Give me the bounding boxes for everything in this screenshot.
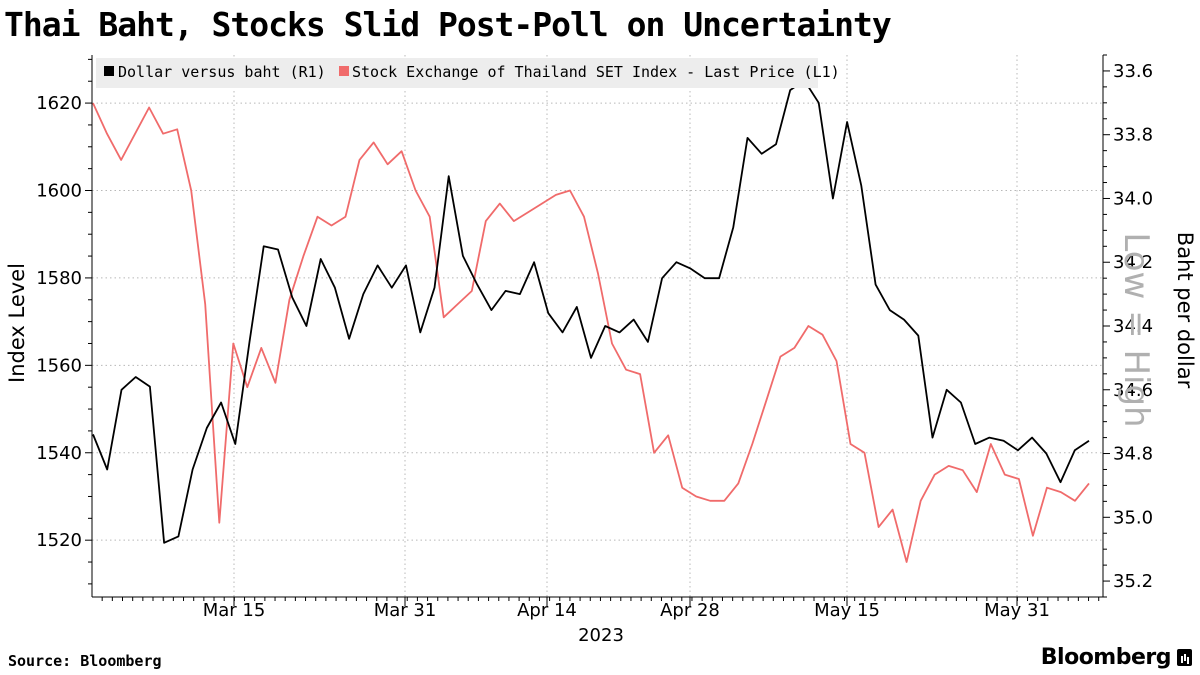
- left-tick-label: 1560: [36, 355, 82, 376]
- legend-label-set-index: Stock Exchange of Thailand SET Index - L…: [352, 63, 840, 81]
- right-axis-title: Baht per dollar: [1173, 232, 1197, 389]
- right-tick-label: 34.0: [1113, 188, 1153, 209]
- series-line-set-index: [92, 102, 1090, 563]
- x-tick-label: Apr 28: [660, 600, 720, 621]
- legend-swatch-usd-thb: [104, 66, 114, 76]
- legend-label-usd-thb: Dollar versus baht (R1): [118, 63, 326, 81]
- source-note: Source: Bloomberg: [8, 652, 162, 670]
- right-tick-label: 33.6: [1113, 61, 1153, 82]
- x-tick-label: Apr 14: [517, 600, 577, 621]
- legend-background: [96, 58, 818, 88]
- left-tick-label: 1620: [36, 93, 82, 114]
- left-tick-label: 1600: [36, 181, 82, 202]
- terminal-icon: [1177, 649, 1192, 666]
- tick-layer: 1520 1540 1560 1580 1600 1620 33.6 33.8 34.0 34.2…: [36, 54, 1153, 621]
- x-tick-label: May 31: [984, 600, 1050, 621]
- x-axis-year-label: 2023: [578, 625, 624, 646]
- x-tick-label: Mar 31: [374, 600, 437, 621]
- x-tick-label: Mar 15: [203, 600, 266, 621]
- right-tick-label: 35.0: [1113, 507, 1153, 528]
- left-tick-label: 1540: [36, 443, 82, 464]
- right-tick-label: 34.2: [1113, 252, 1153, 273]
- series-layer: [92, 79, 1090, 563]
- right-tick-label: 34.8: [1113, 444, 1153, 465]
- brand-logo: Bloomberg: [1041, 645, 1192, 670]
- left-tick-label: 1520: [36, 530, 82, 551]
- right-tick-label: 34.6: [1113, 380, 1153, 401]
- grid-lines: [92, 55, 1103, 597]
- brand-wordmark: Bloomberg: [1040, 645, 1172, 670]
- x-tick-label: May 15: [814, 600, 880, 621]
- left-tick-label: 1580: [36, 268, 82, 289]
- right-axis-overlay-text: Low = High: [1116, 232, 1156, 427]
- right-tick-label: 35.2: [1113, 571, 1153, 592]
- right-tick-label: 34.4: [1113, 316, 1153, 337]
- axes: [91, 55, 1104, 598]
- left-axis-title: Index Level: [5, 263, 29, 383]
- series-line-usd-thb: [92, 79, 1090, 544]
- legend-swatch-set-index: [339, 66, 349, 76]
- right-tick-label: 33.8: [1113, 125, 1153, 146]
- chart-title: Thai Baht, Stocks Slid Post-Poll on Unce…: [4, 5, 892, 44]
- legend: Dollar versus baht (R1) Stock Exchange o…: [96, 58, 840, 88]
